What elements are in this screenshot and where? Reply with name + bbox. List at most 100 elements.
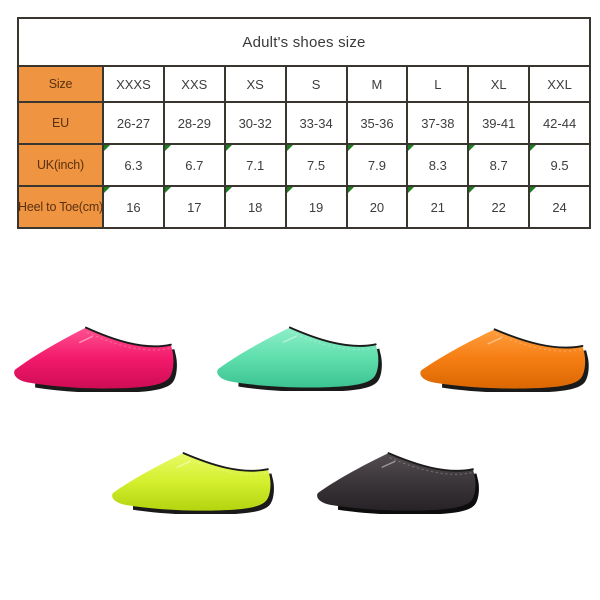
size-value-cell-text: 39-41 — [482, 115, 516, 131]
size-column-header: L — [408, 67, 468, 101]
size-column-header: M — [347, 67, 407, 101]
brand-logo-mark — [381, 460, 396, 468]
size-value-cell: 7.5 — [286, 145, 346, 185]
size-value-cell: 9.5 — [530, 145, 589, 185]
excel-marker-icon — [164, 145, 171, 151]
stitch-line — [181, 456, 267, 475]
excel-marker-icon — [286, 145, 293, 151]
collar-rim — [493, 328, 584, 349]
size-value-cell: 24 — [530, 187, 589, 227]
shoe-body — [14, 327, 174, 389]
size-value-cell: 20 — [347, 187, 407, 227]
product-photo-pink-shoe — [8, 318, 182, 392]
size-column-header-text: S — [311, 76, 321, 92]
size-column-header: XS — [225, 67, 285, 101]
shoe-body — [317, 453, 476, 511]
size-value-cell: 22 — [469, 187, 529, 227]
size-value-cell: 42-44 — [530, 103, 589, 143]
size-chart-title: Adult's shoes size — [19, 19, 589, 65]
collar-rim — [387, 452, 474, 472]
collar-rim — [182, 452, 269, 472]
size-column-header-text: L — [434, 76, 442, 92]
size-header-label: Size — [19, 67, 102, 101]
size-value-cell-text: 35-36 — [360, 115, 394, 131]
excel-marker-icon — [469, 145, 476, 151]
size-column-header-text: M — [371, 76, 383, 92]
excel-marker-icon — [104, 187, 110, 193]
size-column-header-text: XL — [490, 76, 507, 92]
size-value-cell: 16 — [104, 187, 163, 227]
excel-marker-icon — [408, 145, 415, 151]
excel-marker-icon — [469, 187, 476, 193]
row-label: EU — [19, 103, 102, 143]
size-value-cell-text: 8.7 — [489, 157, 508, 173]
size-value-cell-text: 18 — [247, 199, 263, 215]
product-photo-black-shoe — [311, 444, 484, 514]
size-value-cell: 8.3 — [408, 145, 468, 185]
stitch-line — [288, 330, 375, 351]
size-column-header: XXS — [164, 67, 224, 101]
collar-rim — [288, 326, 377, 347]
excel-marker-icon — [225, 145, 232, 151]
size-value-cell-text: 8.3 — [428, 157, 447, 173]
size-column-header-text: XS — [246, 76, 264, 92]
collar-rim — [85, 326, 172, 348]
size-value-cell: 37-38 — [408, 103, 468, 143]
size-value-cell-text: 33-34 — [299, 115, 333, 131]
excel-marker-icon — [347, 187, 354, 193]
stitch-line — [84, 330, 170, 351]
excel-marker-icon — [347, 145, 354, 151]
size-value-cell-text: 30-32 — [238, 115, 272, 131]
size-value-cell-text: 28-29 — [177, 115, 211, 131]
size-value-cell: 6.7 — [164, 145, 224, 185]
size-value-cell-text: 7.5 — [307, 157, 326, 173]
excel-marker-icon — [104, 145, 110, 151]
excel-marker-icon — [408, 187, 415, 193]
brand-logo-mark — [487, 337, 502, 345]
row-label: UK(inch) — [19, 145, 102, 185]
excel-marker-icon — [286, 187, 293, 193]
size-value-cell: 17 — [164, 187, 224, 227]
shoe-body — [112, 453, 271, 511]
product-photo-lime-shoe — [106, 444, 279, 514]
brand-logo-mark — [78, 335, 93, 344]
size-value-cell-text: 24 — [552, 199, 567, 215]
size-value-cell-text: 37-38 — [421, 115, 455, 131]
size-header-label-text: Size — [48, 77, 73, 91]
size-value-cell-text: 22 — [491, 199, 506, 215]
size-value-cell-text: 6.3 — [124, 157, 143, 173]
size-value-cell-text: 17 — [187, 199, 202, 215]
size-column-header-text: XXS — [181, 76, 208, 92]
excel-marker-icon — [225, 187, 232, 193]
size-column-header-text: XXXS — [116, 76, 151, 92]
row-label-text: UK(inch) — [36, 158, 85, 172]
size-value-cell-text: 16 — [126, 199, 141, 215]
size-value-cell: 8.7 — [469, 145, 529, 185]
shoe-body — [420, 329, 586, 389]
size-column-header: XL — [469, 67, 529, 101]
product-photo-orange-shoe — [414, 320, 594, 392]
size-column-header: XXL — [530, 67, 589, 101]
brand-logo-mark — [176, 460, 191, 468]
size-value-cell-text: 7.1 — [246, 157, 265, 173]
excel-marker-icon — [164, 187, 171, 193]
shoe-body — [217, 327, 379, 388]
excel-marker-icon — [530, 187, 537, 193]
size-value-cell: 26-27 — [104, 103, 163, 143]
size-column-header: XXXS — [104, 67, 163, 101]
excel-marker-icon — [530, 145, 537, 151]
size-value-cell: 19 — [286, 187, 346, 227]
size-value-cell: 33-34 — [286, 103, 346, 143]
stitch-line — [493, 332, 582, 352]
size-value-cell: 6.3 — [104, 145, 163, 185]
size-value-cell: 21 — [408, 187, 468, 227]
size-value-cell-text: 21 — [430, 199, 446, 215]
size-value-cell-text: 26-27 — [116, 115, 151, 131]
size-value-cell: 18 — [225, 187, 285, 227]
row-label: Heel to Toe(cm) — [19, 187, 102, 227]
row-label-text: Heel to Toe(cm) — [19, 200, 102, 214]
size-value-cell-text: 19 — [308, 199, 324, 215]
size-value-cell-text: 6.7 — [185, 157, 204, 173]
size-column-header-text: XXL — [547, 76, 572, 92]
size-value-cell-text: 7.9 — [367, 157, 386, 173]
